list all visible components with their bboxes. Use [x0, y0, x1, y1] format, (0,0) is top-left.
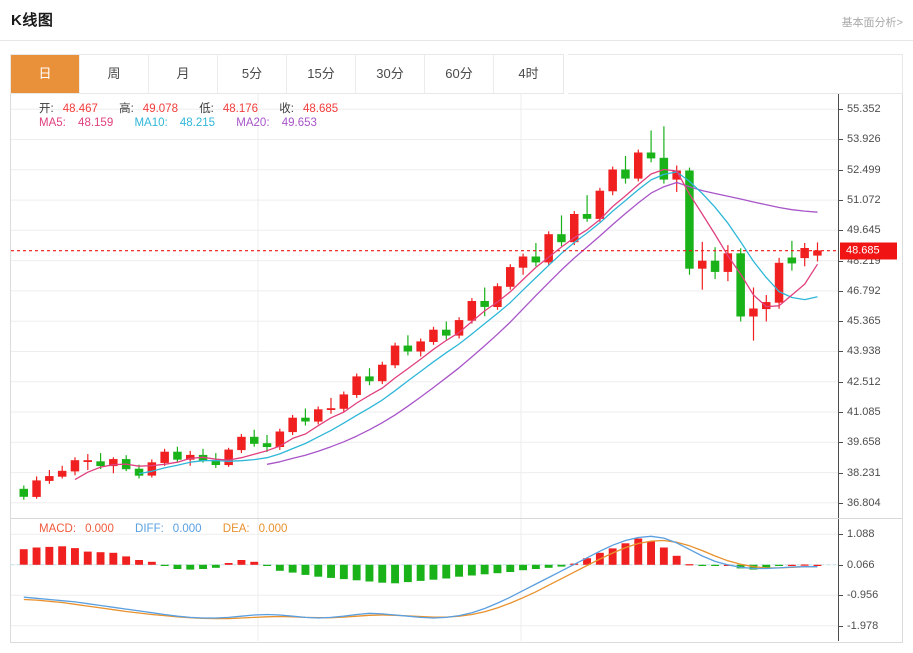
diff-value: 0.000: [172, 523, 202, 535]
price-axis-tick: [839, 200, 843, 202]
current-price-badge: 48.685: [840, 242, 897, 260]
period-tab-4[interactable]: 15分: [287, 55, 356, 93]
period-tab-5[interactable]: 30分: [356, 55, 425, 93]
price-axis-label: 41.085: [847, 406, 881, 418]
price-axis-label: 43.938: [847, 345, 881, 358]
price-axis-tick: [839, 442, 843, 444]
macd-axis-tick: [839, 564, 843, 566]
high-label: 高:: [119, 103, 134, 115]
ma-legend: MA5: 48.159 MA10: 48.215 MA20: 49.653: [39, 117, 335, 129]
macd-axis-label: 1.088: [847, 528, 875, 541]
low-value: 48.176: [222, 103, 259, 115]
period-tabbar: 日周月 5分 15分 30分 60分 4时: [10, 54, 564, 94]
close-value: 48.685: [302, 103, 339, 115]
price-axis-tick: [839, 351, 843, 353]
low-label: 低:: [199, 103, 214, 115]
candlestick-svg: [11, 94, 838, 518]
macd-value: 0.000: [85, 523, 114, 535]
price-axis-label: 36.804: [847, 496, 881, 509]
period-tab-0[interactable]: 日: [11, 55, 80, 93]
macd-axis-tick: [839, 595, 843, 597]
ma5-label: MA5:: [39, 117, 66, 129]
price-axis-label: 53.926: [847, 133, 881, 146]
ma10-label: MA10:: [134, 117, 168, 129]
high-value: 49.078: [142, 103, 178, 115]
ohlc-legend: 开: 48.467 高: 49.078 低: 48.176 收: 48.685: [39, 100, 356, 116]
chart-container: 55.352 53.926 52.499 51.072 49.645 48.219 46.7…: [10, 94, 903, 643]
price-axis-tick: [839, 321, 843, 323]
macd-legend: MACD: 0.000 DIFF: 0.000 DEA: 0.000: [39, 523, 305, 535]
macd-axis-label: 0.066: [847, 558, 875, 571]
period-tab-3[interactable]: 5分: [218, 55, 287, 93]
price-axis-label: 46.792: [847, 284, 881, 297]
open-label: 开:: [39, 103, 54, 115]
price-plot-area[interactable]: [11, 94, 838, 518]
open-value: 48.467: [62, 103, 98, 115]
dea-label: DEA:: [222, 523, 250, 535]
period-tab-7[interactable]: 4时: [494, 55, 563, 93]
ma20-value: 49.653: [281, 117, 317, 129]
price-axis-label: 39.658: [847, 436, 881, 449]
ma10-value: 48.215: [179, 117, 216, 129]
period-tab-1[interactable]: 周: [80, 55, 149, 93]
macd-axis: 1.088 0.066 -0.956 -1.978: [838, 519, 902, 641]
price-axis-tick: [839, 169, 843, 171]
close-label: 收:: [279, 103, 294, 115]
price-axis-label: 38.231: [847, 466, 881, 479]
macd-axis-tick: [839, 625, 843, 627]
dea-value: 0.000: [258, 523, 288, 535]
tabbar-filler: [568, 54, 903, 94]
price-axis-label: 49.645: [847, 224, 881, 237]
price-axis-tick: [839, 109, 843, 111]
macd-panel: 1.088 0.066 -0.956 -1.978 MACD: 0.000 DIFF: 0…: [11, 518, 902, 641]
price-axis-tick: [839, 290, 843, 292]
macd-label: MACD:: [39, 523, 77, 535]
fundamental-analysis-link[interactable]: 基本面分析>: [841, 17, 903, 29]
price-axis-tick: [839, 381, 843, 383]
diff-label: DIFF:: [135, 523, 164, 535]
price-axis-tick: [839, 412, 843, 413]
macd-axis-label: -1.978: [847, 619, 879, 632]
price-axis-label: 42.512: [847, 375, 881, 388]
price-axis-tick: [839, 260, 843, 262]
price-axis-label: 45.365: [847, 315, 881, 328]
page-header: K线图 基本面分析>: [0, 0, 913, 41]
page-title: K线图: [11, 12, 54, 29]
macd-svg: [11, 519, 838, 641]
price-axis-tick: [839, 139, 843, 141]
period-tab-2[interactable]: 月: [149, 55, 218, 93]
macd-axis-tick: [839, 534, 843, 536]
price-axis-tick: [839, 230, 843, 232]
macd-axis-label: -0.956: [847, 589, 879, 602]
price-axis: 55.352 53.926 52.499 51.072 49.645 48.219 46.7…: [838, 94, 902, 518]
price-axis-tick: [839, 472, 843, 474]
ma20-label: MA20:: [236, 117, 270, 129]
price-axis-tick: [839, 502, 843, 504]
price-axis-label: 51.072: [847, 194, 881, 207]
ma5-value: 48.159: [78, 117, 114, 129]
price-panel: 55.352 53.926 52.499 51.072 49.645 48.219 46.7…: [11, 94, 902, 518]
price-axis-label: 55.352: [847, 103, 881, 116]
period-tab-6[interactable]: 60分: [425, 55, 494, 93]
price-axis-label: 52.499: [847, 163, 881, 176]
macd-plot-area[interactable]: [11, 519, 838, 641]
